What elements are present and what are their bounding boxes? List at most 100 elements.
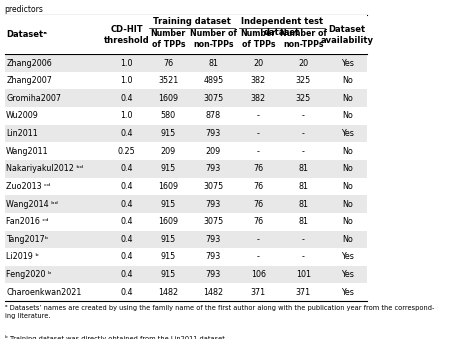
- Text: 0.4: 0.4: [120, 235, 133, 244]
- Text: Dataset
availability: Dataset availability: [321, 25, 374, 45]
- Text: 1609: 1609: [158, 94, 178, 103]
- Text: 0.4: 0.4: [120, 288, 133, 297]
- Text: 0.4: 0.4: [120, 200, 133, 208]
- Text: Feng2020 ᵇ: Feng2020 ᵇ: [6, 270, 52, 279]
- Text: 915: 915: [161, 200, 176, 208]
- Text: 106: 106: [251, 270, 266, 279]
- Text: 325: 325: [296, 94, 311, 103]
- Text: 793: 793: [206, 235, 221, 244]
- Bar: [5, 231, 367, 248]
- Text: 0.4: 0.4: [120, 164, 133, 173]
- Text: 1.0: 1.0: [120, 76, 133, 85]
- Text: Training dataset: Training dataset: [153, 17, 231, 26]
- Text: 915: 915: [161, 270, 176, 279]
- Text: Yes: Yes: [341, 270, 354, 279]
- Bar: [5, 89, 367, 107]
- Text: -: -: [257, 112, 260, 120]
- Text: Yes: Yes: [341, 129, 354, 138]
- Text: 81: 81: [298, 164, 309, 173]
- Text: Independent test
dataset: Independent test dataset: [241, 17, 323, 37]
- Text: No: No: [342, 94, 353, 103]
- Text: 915: 915: [161, 164, 176, 173]
- Text: -: -: [257, 129, 260, 138]
- Text: 1609: 1609: [158, 182, 178, 191]
- Text: 915: 915: [161, 129, 176, 138]
- Text: 915: 915: [161, 253, 176, 261]
- Text: 0.4: 0.4: [120, 270, 133, 279]
- Text: 4895: 4895: [203, 76, 223, 85]
- Text: -: -: [257, 147, 260, 156]
- Text: 915: 915: [161, 235, 176, 244]
- Text: No: No: [342, 112, 353, 120]
- Text: 3075: 3075: [203, 217, 223, 226]
- Text: predictors: predictors: [5, 5, 44, 14]
- Text: No: No: [342, 200, 353, 208]
- Text: Yes: Yes: [341, 59, 354, 67]
- Bar: [5, 266, 367, 283]
- Text: Zuo2013 ᶜᵈ: Zuo2013 ᶜᵈ: [6, 182, 50, 191]
- Text: -: -: [302, 253, 305, 261]
- Text: CD-HIT
threshold: CD-HIT threshold: [104, 25, 150, 45]
- Text: 76: 76: [253, 164, 264, 173]
- Text: 0.4: 0.4: [120, 253, 133, 261]
- Text: 20: 20: [253, 59, 264, 67]
- Text: No: No: [342, 76, 353, 85]
- Text: Wang2011: Wang2011: [6, 147, 49, 156]
- Text: No: No: [342, 164, 353, 173]
- Text: No: No: [342, 182, 353, 191]
- Text: ᵇ Training dataset was directly obtained from the Lin2011 dataset: ᵇ Training dataset was directly obtained…: [5, 335, 225, 339]
- Text: 101: 101: [296, 270, 311, 279]
- Text: 76: 76: [253, 182, 264, 191]
- Text: Tang2017ᵇ: Tang2017ᵇ: [6, 235, 48, 244]
- Text: 0.4: 0.4: [120, 217, 133, 226]
- Text: 793: 793: [206, 253, 221, 261]
- Text: No: No: [342, 235, 353, 244]
- Bar: [5, 178, 367, 195]
- Bar: [5, 213, 367, 231]
- Text: 793: 793: [206, 270, 221, 279]
- Text: 3075: 3075: [203, 94, 223, 103]
- Text: Number of
non-TPPs: Number of non-TPPs: [190, 29, 237, 48]
- Text: 76: 76: [253, 217, 264, 226]
- Bar: [5, 54, 367, 72]
- Text: Charoenkwan2021: Charoenkwan2021: [6, 288, 82, 297]
- Text: 325: 325: [296, 76, 311, 85]
- Text: Nakariyakul2012 ᵇᵈ: Nakariyakul2012 ᵇᵈ: [6, 164, 83, 173]
- Text: 1.0: 1.0: [120, 59, 133, 67]
- Text: ᵃ Datasets’ names are created by using the family name of the first author along: ᵃ Datasets’ names are created by using t…: [5, 305, 434, 319]
- Text: -: -: [302, 147, 305, 156]
- Text: 0.4: 0.4: [120, 94, 133, 103]
- Text: Fan2016 ᶜᵈ: Fan2016 ᶜᵈ: [6, 217, 49, 226]
- Bar: [5, 125, 367, 142]
- Text: Number
of TPPs: Number of TPPs: [241, 29, 276, 48]
- Text: Li2019 ᵇ: Li2019 ᵇ: [6, 253, 39, 261]
- Text: 1.0: 1.0: [120, 112, 133, 120]
- Text: No: No: [342, 147, 353, 156]
- Text: Yes: Yes: [341, 253, 354, 261]
- Text: No: No: [342, 217, 353, 226]
- Text: 3075: 3075: [203, 182, 223, 191]
- Text: Datasetᵃ: Datasetᵃ: [6, 30, 47, 39]
- Bar: [5, 160, 367, 178]
- Text: Number
of TPPs: Number of TPPs: [151, 29, 186, 48]
- Text: -: -: [302, 129, 305, 138]
- Text: -: -: [302, 235, 305, 244]
- Bar: [5, 142, 367, 160]
- Text: -: -: [257, 253, 260, 261]
- Bar: [5, 107, 367, 125]
- Text: Wu2009: Wu2009: [6, 112, 39, 120]
- Text: 1609: 1609: [158, 217, 178, 226]
- Text: 382: 382: [251, 94, 266, 103]
- Text: 0.25: 0.25: [118, 147, 136, 156]
- Text: Zhang2007: Zhang2007: [6, 76, 52, 85]
- Text: 371: 371: [296, 288, 311, 297]
- Text: 76: 76: [163, 59, 173, 67]
- Text: 793: 793: [206, 200, 221, 208]
- Text: Number of
non-TPPs: Number of non-TPPs: [280, 29, 327, 48]
- Text: 20: 20: [298, 59, 309, 67]
- Text: 81: 81: [298, 200, 309, 208]
- Bar: [5, 15, 367, 54]
- Text: 0.4: 0.4: [120, 182, 133, 191]
- Text: 0.4: 0.4: [120, 129, 133, 138]
- Text: Zhang2006: Zhang2006: [6, 59, 52, 67]
